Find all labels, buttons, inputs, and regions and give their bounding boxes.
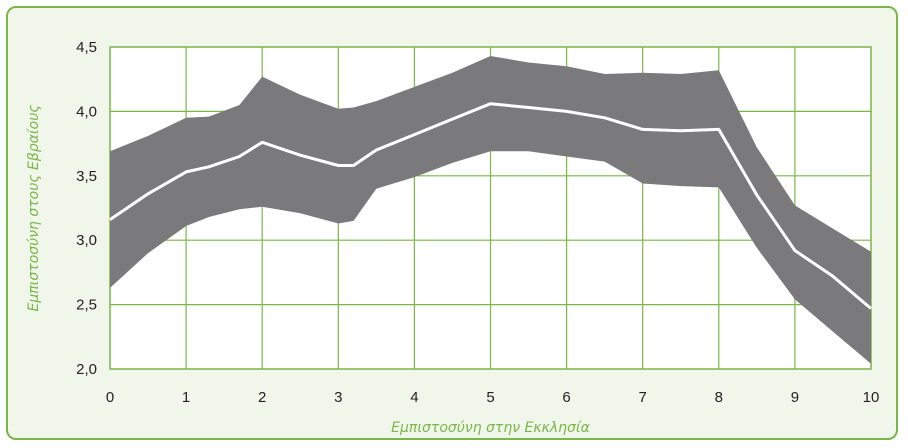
x-axis-title: Εμπιστοσύνη στην Εκκλησία [391,420,590,436]
y-tick-label: 2,5 [76,297,97,314]
x-tick-label: 6 [562,389,570,406]
x-tick-label: 4 [410,389,418,406]
y-tick-label: 2,0 [76,361,97,378]
x-tick-label: 8 [715,389,723,406]
x-tick-labels: 0 1 2 3 4 5 6 7 8 9 10 [106,389,880,406]
x-tick-label: 7 [639,389,647,406]
x-tick-label: 0 [106,389,114,406]
y-tick-label: 3,5 [76,168,97,185]
y-tick-label: 3,0 [76,232,97,249]
confidence-band [110,56,871,364]
mean-line [109,102,872,310]
x-tick-label: 1 [182,389,190,406]
y-tick-label: 4,5 [76,39,97,56]
x-tick-label: 2 [258,389,266,406]
x-tick-label: 10 [863,389,880,406]
x-tick-label: 5 [486,389,494,406]
y-tick-labels: 2,0 2,5 3,0 3,5 4,0 4,5 [76,39,97,378]
x-tick-label: 9 [791,389,799,406]
y-axis-title: Εμπιστοσύνη στους Εβραίους [26,104,42,311]
x-tick-label: 3 [334,389,342,406]
y-tick-label: 4,0 [76,103,97,120]
